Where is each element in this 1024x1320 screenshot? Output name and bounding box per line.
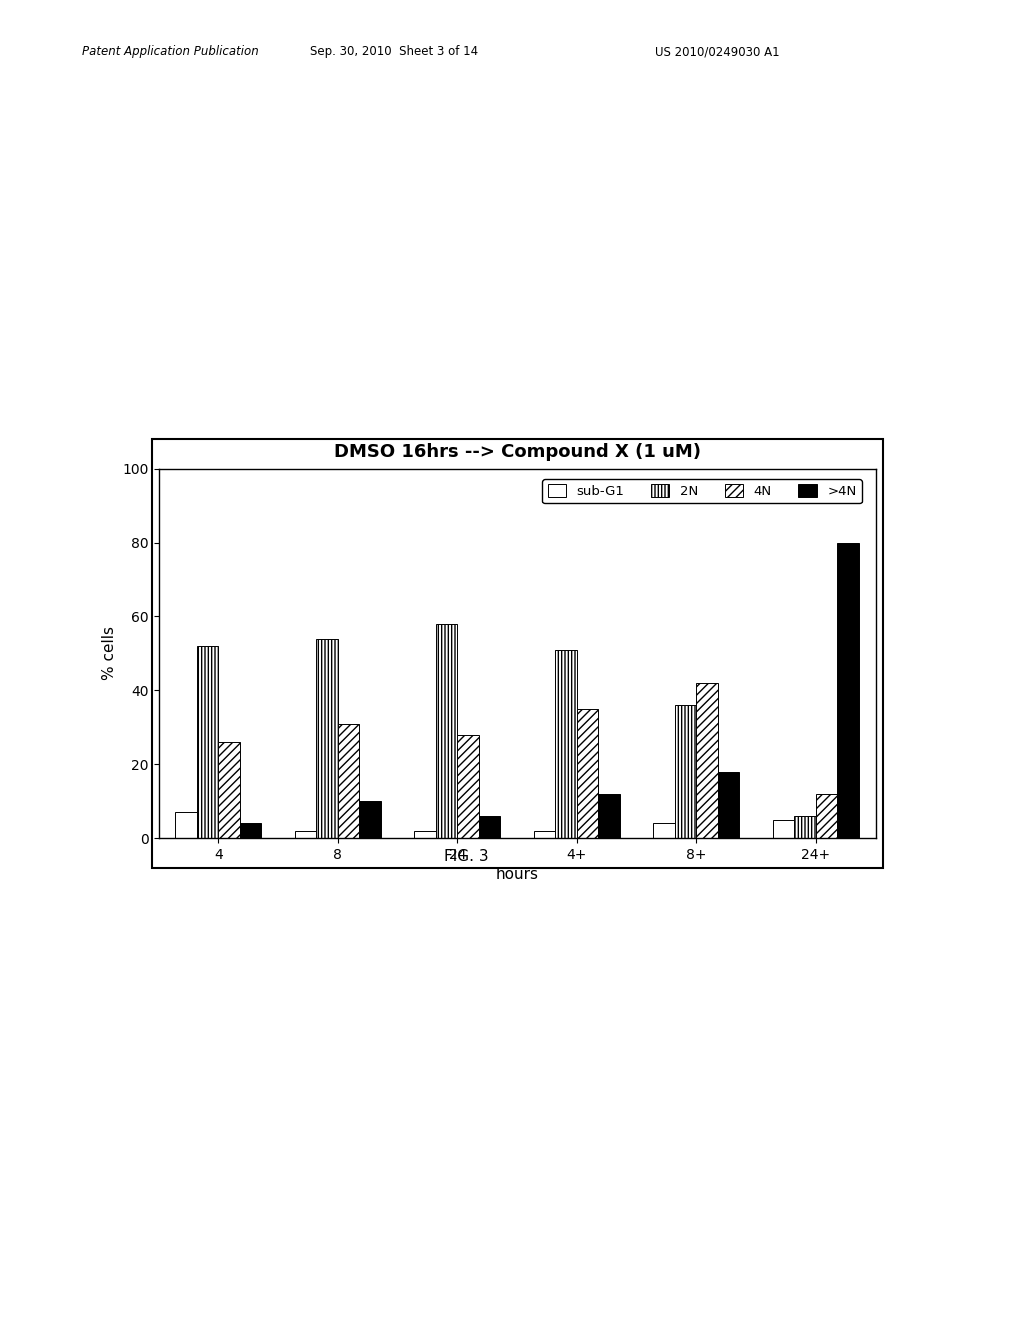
Bar: [479, 816, 501, 838]
Bar: [359, 801, 381, 838]
Y-axis label: % cells: % cells: [102, 627, 117, 680]
Bar: [197, 645, 218, 838]
Bar: [838, 543, 859, 838]
Bar: [675, 705, 696, 838]
Text: Patent Application Publication: Patent Application Publication: [82, 45, 259, 58]
Bar: [598, 793, 620, 838]
Bar: [718, 772, 739, 838]
Text: FIG. 3: FIG. 3: [443, 849, 488, 863]
Bar: [436, 624, 458, 838]
Bar: [458, 735, 479, 838]
Text: US 2010/0249030 A1: US 2010/0249030 A1: [655, 45, 780, 58]
Bar: [696, 682, 718, 838]
Bar: [218, 742, 240, 838]
Legend: sub-G1, 2N, 4N, >4N: sub-G1, 2N, 4N, >4N: [543, 479, 862, 503]
Bar: [555, 649, 577, 838]
Bar: [795, 816, 816, 838]
Bar: [653, 824, 675, 838]
Bar: [316, 639, 338, 838]
Bar: [577, 709, 598, 838]
X-axis label: hours: hours: [496, 867, 539, 883]
Bar: [773, 820, 795, 838]
Bar: [415, 830, 436, 838]
Bar: [295, 830, 316, 838]
Bar: [338, 723, 359, 838]
Text: Sep. 30, 2010  Sheet 3 of 14: Sep. 30, 2010 Sheet 3 of 14: [310, 45, 478, 58]
Title: DMSO 16hrs --> Compound X (1 uM): DMSO 16hrs --> Compound X (1 uM): [334, 444, 700, 462]
Bar: [534, 830, 555, 838]
Bar: [240, 824, 261, 838]
Bar: [816, 793, 838, 838]
Bar: [152, 440, 883, 867]
Bar: [175, 812, 197, 838]
